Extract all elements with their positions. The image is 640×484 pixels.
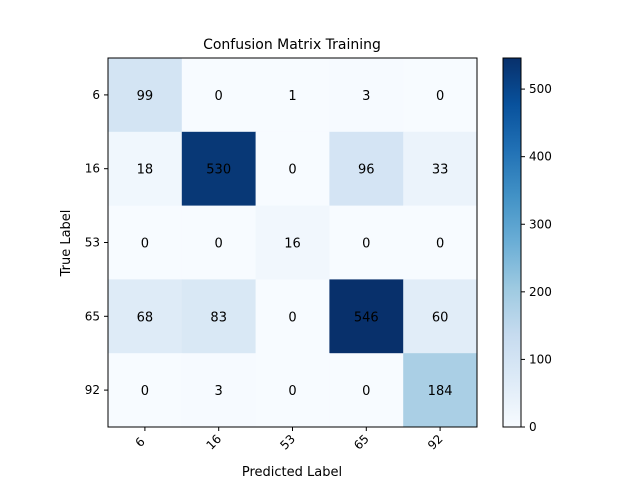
colorbar-tick-label: 0 — [529, 420, 537, 434]
y-axis-ticks: 6 16 53 65 92 — [85, 88, 108, 397]
y-tick-label: 53 — [85, 236, 100, 250]
heatmap-cell — [329, 58, 404, 133]
heatmap-cell — [255, 131, 330, 207]
cell-value-label: 0 — [362, 237, 370, 252]
chart-title: Confusion Matrix Training — [203, 37, 381, 53]
cell-value-label: 0 — [288, 310, 296, 325]
heatmap-cell — [181, 131, 257, 207]
heatmap-cell — [181, 279, 257, 354]
y-tick-label: 6 — [92, 88, 100, 102]
heatmap-cell — [108, 58, 183, 133]
colorbar-tick-label: 500 — [529, 82, 552, 96]
y-tick-label: 92 — [85, 383, 100, 397]
cell-value-label: 0 — [436, 237, 444, 252]
y-tick-label: 65 — [85, 309, 100, 323]
heatmap-cell — [329, 353, 404, 428]
heatmap-cell — [181, 58, 257, 133]
heatmap-cell — [329, 205, 404, 280]
heatmap-cell — [108, 279, 183, 354]
heatmap-cell-labels: 99 0 1 3 0 18 530 0 96 33 0 0 16 0 0 68 83 0 546 60 0 3 0 0 184 — [137, 89, 453, 399]
cell-value-label: 68 — [137, 310, 154, 325]
heatmap-cell — [403, 58, 478, 133]
heatmap-cell — [255, 353, 330, 428]
colorbar-tick-label: 100 — [529, 352, 552, 366]
heatmap-cell — [329, 131, 404, 207]
cell-value-label: 0 — [215, 89, 223, 104]
cell-value-label: 60 — [432, 310, 449, 325]
cell-value-label: 0 — [215, 237, 223, 252]
colorbar-ticks: 0 100 200 300 400 500 — [521, 82, 552, 434]
cell-value-label: 3 — [362, 89, 370, 104]
heatmap-cell — [181, 353, 257, 428]
heatmap-cell — [329, 279, 404, 354]
cell-value-label: 16 — [284, 237, 301, 252]
y-tick-label: 16 — [85, 162, 100, 176]
x-tick-label: 92 — [425, 432, 446, 453]
cell-value-label: 3 — [215, 384, 223, 399]
x-axis-ticks: 6 16 53 65 92 — [132, 427, 446, 453]
heatmap-cell — [255, 279, 330, 354]
x-tick-label: 65 — [351, 432, 372, 453]
cell-value-label: 0 — [362, 384, 370, 399]
cell-value-label: 0 — [141, 237, 149, 252]
cell-value-label: 18 — [137, 163, 154, 178]
heatmap-cells — [108, 58, 478, 428]
x-tick-label: 53 — [277, 432, 298, 453]
heatmap-cell — [255, 205, 330, 280]
cell-value-label: 1 — [288, 89, 296, 104]
heatmap-cell — [255, 58, 330, 133]
cell-value-label: 33 — [432, 163, 449, 178]
cell-value-label: 0 — [436, 89, 444, 104]
x-tick-label: 16 — [204, 432, 225, 453]
cell-value-label: 184 — [428, 384, 453, 399]
colorbar-tick-label: 400 — [529, 150, 552, 164]
x-tick-label: 6 — [132, 435, 147, 450]
cell-value-label: 83 — [210, 310, 227, 325]
cell-value-label: 96 — [358, 163, 375, 178]
cell-value-label: 530 — [206, 163, 231, 178]
y-axis-label: True Label — [59, 210, 74, 278]
heatmap-cell — [108, 205, 183, 280]
heatmap-cell — [403, 131, 478, 207]
cell-value-label: 546 — [354, 310, 379, 325]
cell-value-label: 0 — [141, 384, 149, 399]
colorbar — [502, 57, 522, 428]
heatmap-cell — [181, 205, 257, 280]
heatmap-cell — [108, 131, 183, 207]
colorbar-tick-label: 200 — [529, 285, 552, 299]
heatmap-cell — [403, 205, 478, 280]
heatmap-cell — [403, 353, 478, 428]
heatmap-cell — [108, 353, 183, 428]
cell-value-label: 0 — [288, 384, 296, 399]
cell-value-label: 0 — [288, 163, 296, 178]
cell-value-label: 99 — [137, 89, 154, 104]
colorbar-tick-label: 300 — [529, 217, 552, 231]
x-axis-label: Predicted Label — [242, 465, 342, 480]
heatmap-cell — [403, 279, 478, 354]
